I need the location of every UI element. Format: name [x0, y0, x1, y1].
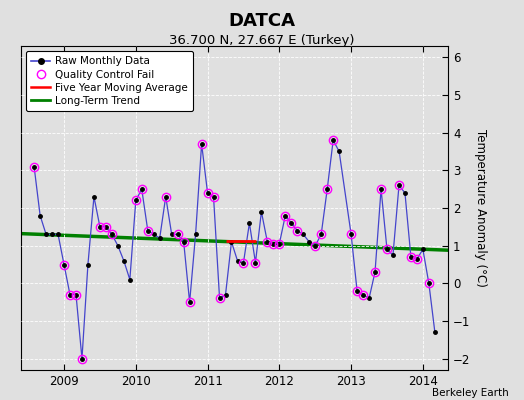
Legend: Raw Monthly Data, Quality Control Fail, Five Year Moving Average, Long-Term Tren: Raw Monthly Data, Quality Control Fail, …: [26, 51, 193, 111]
Y-axis label: Temperature Anomaly (°C): Temperature Anomaly (°C): [474, 129, 487, 287]
Text: DATCA: DATCA: [228, 12, 296, 30]
Text: Berkeley Earth: Berkeley Earth: [432, 388, 508, 398]
Text: 36.700 N, 27.667 E (Turkey): 36.700 N, 27.667 E (Turkey): [169, 34, 355, 47]
